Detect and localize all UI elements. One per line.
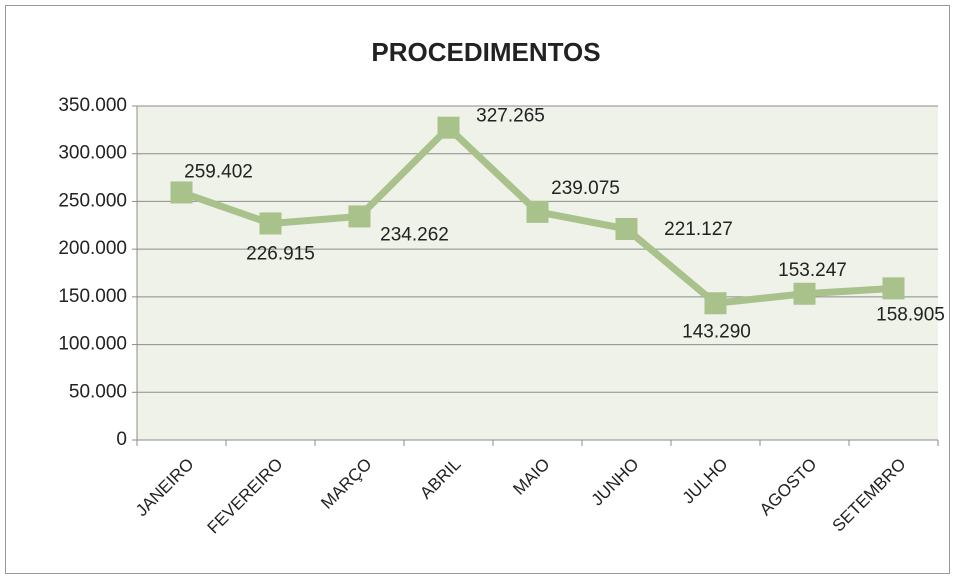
- y-tick-label: 0: [116, 429, 127, 450]
- data-label: 239.075: [551, 178, 620, 199]
- marker: [348, 205, 371, 228]
- y-tick-label: 50.000: [69, 381, 127, 402]
- data-label: 327.265: [476, 106, 545, 127]
- marker: [170, 181, 193, 204]
- data-label: 226.915: [246, 243, 315, 264]
- chart-title: PROCEDIMENTOS: [371, 37, 600, 67]
- data-label: 221.127: [664, 219, 733, 240]
- marker: [793, 282, 816, 305]
- y-tick-label: 250.000: [58, 190, 127, 211]
- plot-area: [137, 106, 938, 440]
- data-label: 153.247: [778, 260, 847, 281]
- y-tick-label: 350.000: [58, 95, 127, 116]
- y-tick-label: 300.000: [58, 143, 127, 164]
- marker: [882, 277, 905, 300]
- y-tick-label: 100.000: [58, 334, 127, 355]
- y-tick-label: 150.000: [58, 286, 127, 307]
- marker: [437, 116, 460, 139]
- data-label: 259.402: [184, 161, 253, 182]
- y-tick-label: 200.000: [58, 238, 127, 259]
- marker: [615, 217, 638, 240]
- data-label: 234.262: [380, 224, 449, 245]
- marker: [704, 292, 727, 315]
- data-label: 158.905: [876, 304, 945, 325]
- data-label: 143.290: [682, 321, 751, 342]
- marker: [526, 200, 549, 223]
- marker: [259, 212, 282, 235]
